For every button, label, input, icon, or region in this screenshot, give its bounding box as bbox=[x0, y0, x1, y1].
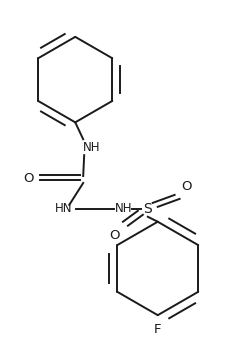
Text: NH: NH bbox=[114, 202, 132, 215]
Text: F: F bbox=[153, 323, 161, 336]
Text: O: O bbox=[23, 171, 34, 185]
Text: O: O bbox=[108, 229, 119, 242]
Text: S: S bbox=[143, 202, 152, 216]
Text: HN: HN bbox=[55, 202, 73, 215]
Text: NH: NH bbox=[83, 141, 100, 154]
Text: O: O bbox=[180, 180, 191, 193]
